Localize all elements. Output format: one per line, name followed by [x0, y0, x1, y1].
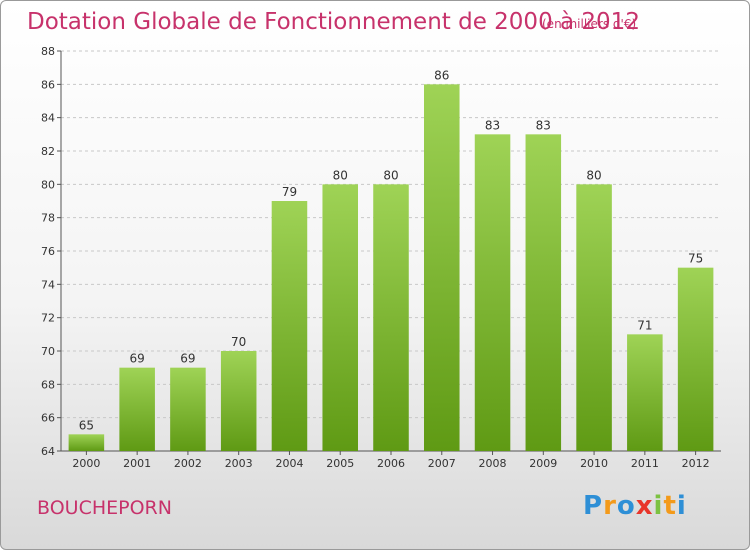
x-tick-label-2009: 2009	[529, 457, 557, 470]
bars	[68, 84, 714, 452]
x-tick-label-2010: 2010	[580, 457, 608, 470]
bar-2001[interactable]	[119, 367, 155, 451]
bar-2004[interactable]	[271, 201, 308, 451]
x-tick-label-2001: 2001	[123, 457, 151, 470]
data-label-2002: 69	[180, 352, 195, 366]
y-tick-label: 84	[41, 112, 55, 125]
bar-2011[interactable]	[627, 334, 663, 451]
logo-letter: t	[663, 491, 677, 521]
data-label-2004: 79	[282, 185, 297, 199]
data-label-2001: 69	[130, 352, 145, 366]
x-tick-label-2000: 2000	[72, 457, 100, 470]
x-tick-label-2008: 2008	[479, 457, 507, 470]
bar-2003[interactable]	[220, 351, 257, 451]
data-label-2007: 86	[434, 68, 449, 82]
y-tick-label: 74	[41, 278, 55, 291]
commune-name: BOUCHEPORN	[37, 497, 172, 519]
bar-2009[interactable]	[525, 134, 562, 452]
data-label-2005: 80	[333, 168, 348, 182]
x-tick-label-2005: 2005	[326, 457, 354, 470]
y-tick-label: 86	[41, 78, 55, 91]
bar-2006[interactable]	[373, 184, 409, 452]
data-label-2003: 70	[231, 335, 246, 349]
data-label-2008: 83	[485, 118, 500, 132]
logo-letter: P	[583, 491, 604, 521]
bar-2000[interactable]	[68, 434, 105, 451]
bar-2008[interactable]	[474, 134, 511, 452]
proxiti-logo[interactable]: Proxiti	[583, 491, 687, 521]
bar-2010[interactable]	[576, 184, 612, 452]
logo-letter: x	[635, 491, 654, 521]
x-tick-label-2002: 2002	[174, 457, 202, 470]
y-tick-label: 68	[41, 378, 55, 391]
y-tick-label: 80	[41, 178, 55, 191]
logo-letter: i	[653, 491, 664, 521]
bar-2005[interactable]	[322, 184, 358, 452]
x-tick-label-2007: 2007	[428, 457, 456, 470]
y-tick-label: 78	[41, 212, 55, 225]
data-label-2011: 71	[637, 318, 652, 332]
y-tick-label: 66	[41, 412, 55, 425]
chart-title: Dotation Globale de Fonctionnement de 20…	[27, 9, 640, 35]
x-tick-label-2011: 2011	[631, 457, 659, 470]
logo-letter: r	[603, 491, 617, 521]
data-label-2000: 65	[79, 418, 94, 432]
y-tick-label: 64	[41, 445, 55, 458]
logo-letter: o	[616, 491, 636, 521]
bar-2012[interactable]	[677, 267, 714, 451]
data-label-2006: 80	[383, 168, 398, 182]
y-tick-label: 82	[41, 145, 55, 158]
y-tick-label: 70	[41, 345, 55, 358]
chart-unit: (en milliers d'€)	[542, 17, 637, 31]
bar-2002[interactable]	[170, 367, 206, 451]
y-tick-label: 88	[41, 45, 55, 58]
logo-letter: i	[676, 491, 687, 521]
x-tick-label-2006: 2006	[377, 457, 405, 470]
data-label-2010: 80	[586, 168, 601, 182]
y-tick-label: 72	[41, 312, 55, 325]
labels: 64 66 68 70 72 74 76 78 80 82 84 86 88 65 2000 69 2001 69…	[41, 45, 710, 470]
x-tick-label-2012: 2012	[682, 457, 710, 470]
data-label-2012: 75	[688, 252, 703, 266]
y-tick-label: 76	[41, 245, 55, 258]
data-label-2009: 83	[536, 118, 551, 132]
x-tick-label-2004: 2004	[275, 457, 303, 470]
x-tick-label-2003: 2003	[225, 457, 253, 470]
bar-2007[interactable]	[424, 84, 460, 451]
